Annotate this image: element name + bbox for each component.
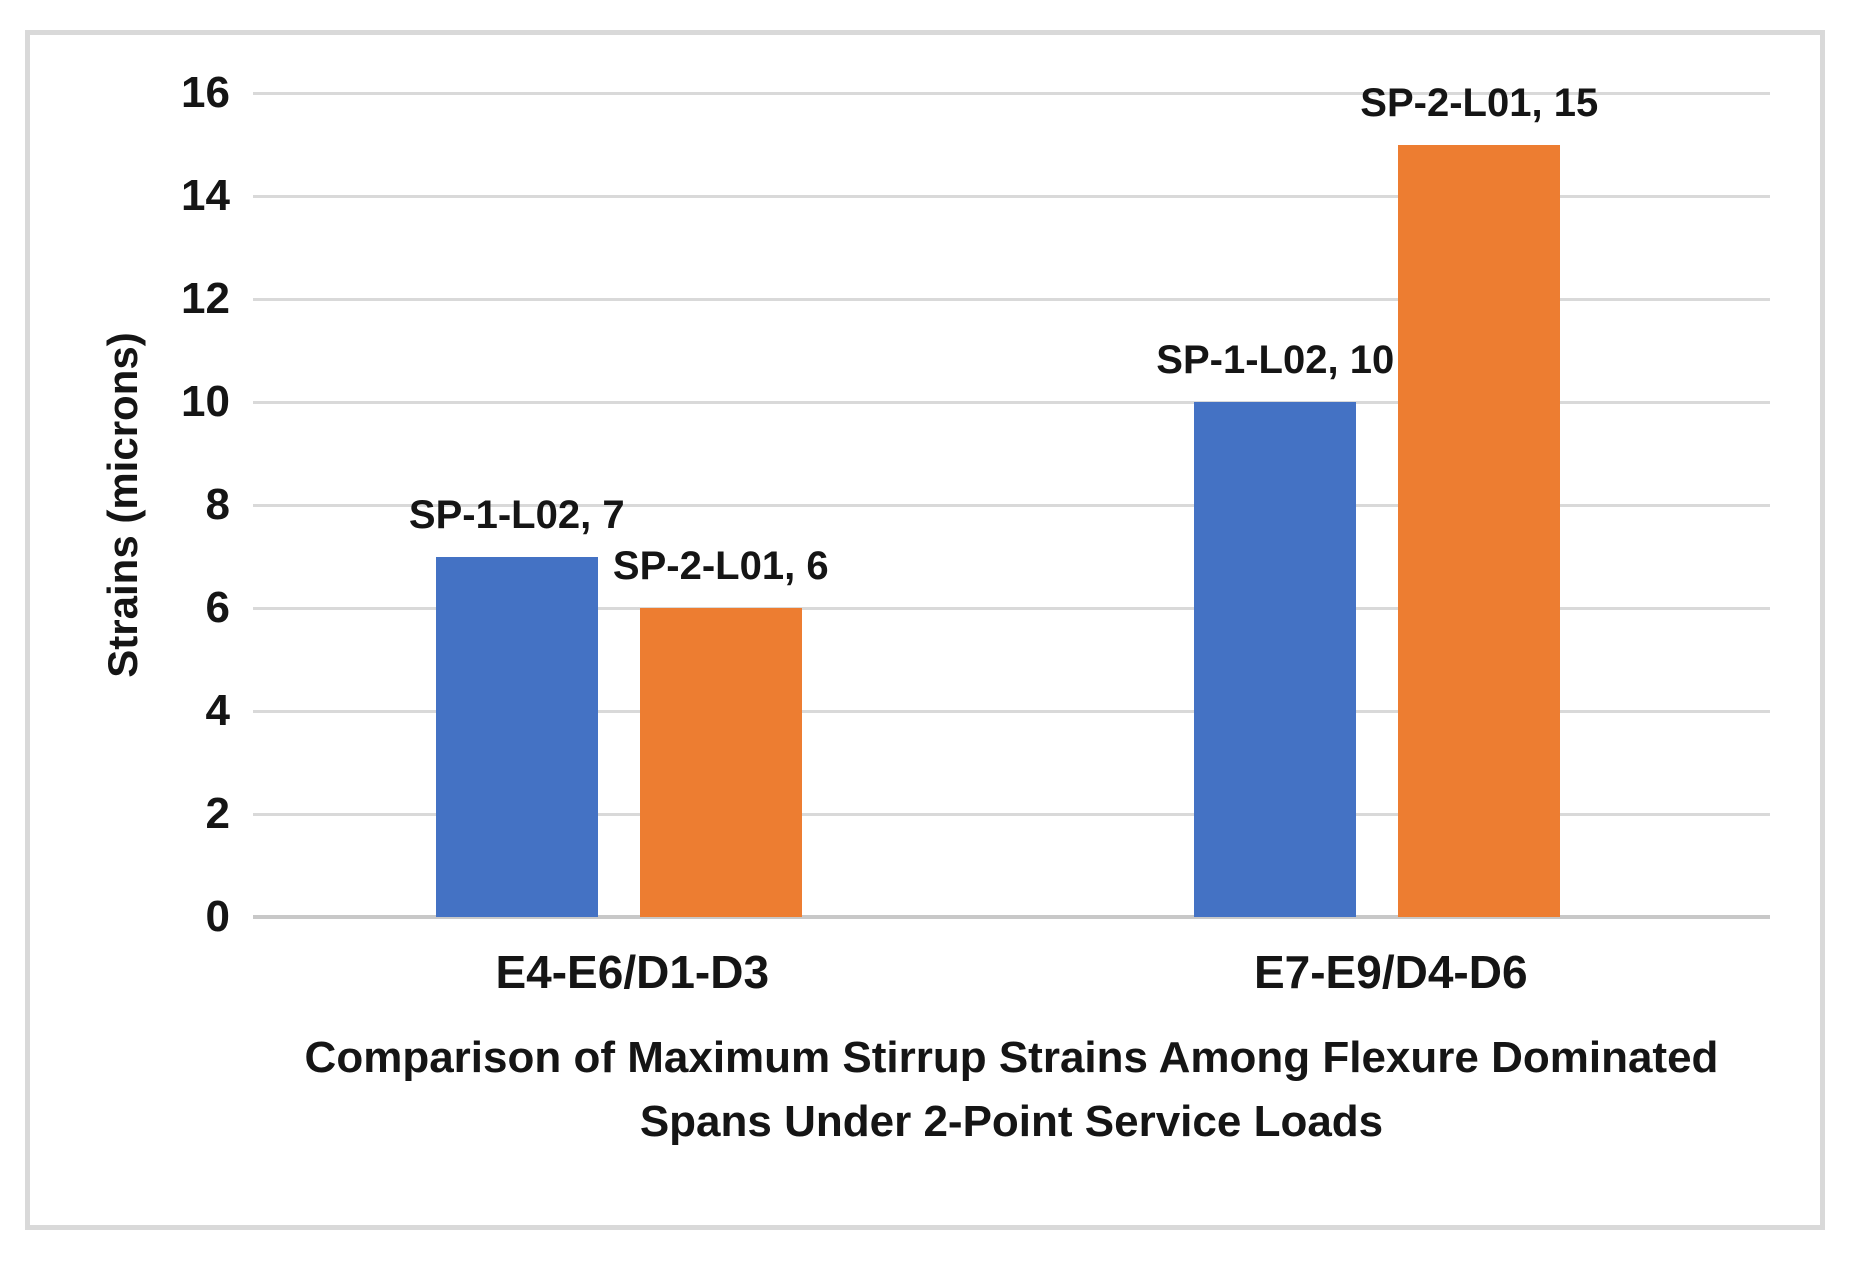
gridline-y4 (253, 709, 1770, 713)
bar-data-label: SP-1-L02, 10 (1156, 338, 1395, 382)
x-category-label-1: E4-E6/D1-D3 (495, 946, 770, 998)
y-tick-label-4: 4 (205, 686, 230, 735)
gridline-y10 (253, 400, 1770, 404)
y-tick-label-10: 10 (181, 377, 230, 426)
bar-sp-1-l02-cat2 (1194, 402, 1357, 917)
plot-area: SP-1-L02, 7 SP-2-L01, 6 SP-1-L02, 10 SP-2-L… (253, 81, 1770, 919)
y-tick-label-2: 2 (205, 789, 230, 838)
bar-data-label: SP-1-L02, 7 (408, 492, 625, 537)
bar-data-label: SP-2-L01, 15 (1360, 80, 1599, 125)
gridline-y16 (253, 91, 1770, 95)
gridline-y14 (253, 194, 1770, 198)
y-tick-label-16: 16 (181, 68, 230, 117)
bar-data-label: SP-2-L01, 6 (612, 544, 829, 588)
y-tick-label-12: 12 (181, 274, 230, 323)
gridline-y8 (253, 503, 1770, 507)
x-axis-line (253, 915, 1770, 919)
y-tick-label-14: 14 (181, 171, 230, 220)
gridline-y2 (253, 812, 1770, 816)
gridline-y12 (253, 297, 1770, 301)
chart-title: Comparison of Maximum Stirrup Strains Am… (253, 1026, 1770, 1154)
y-tick-label-6: 6 (205, 583, 230, 632)
x-category-label-2: E7-E9/D4-D6 (1253, 946, 1528, 998)
gridline-y6 (253, 606, 1770, 610)
y-tick-label-0: 0 (205, 892, 230, 941)
chart-title-line-2: Spans Under 2-Point Service Loads (639, 1096, 1384, 1146)
y-tick-label-8: 8 (205, 480, 230, 529)
bar-sp-2-l01-cat1 (639, 608, 802, 917)
bar-sp-1-l02-cat1 (435, 556, 598, 917)
chart-title-line-1: Comparison of Maximum Stirrup Strains Am… (304, 1033, 1719, 1082)
bar-sp-2-l01-cat2 (1398, 144, 1561, 917)
